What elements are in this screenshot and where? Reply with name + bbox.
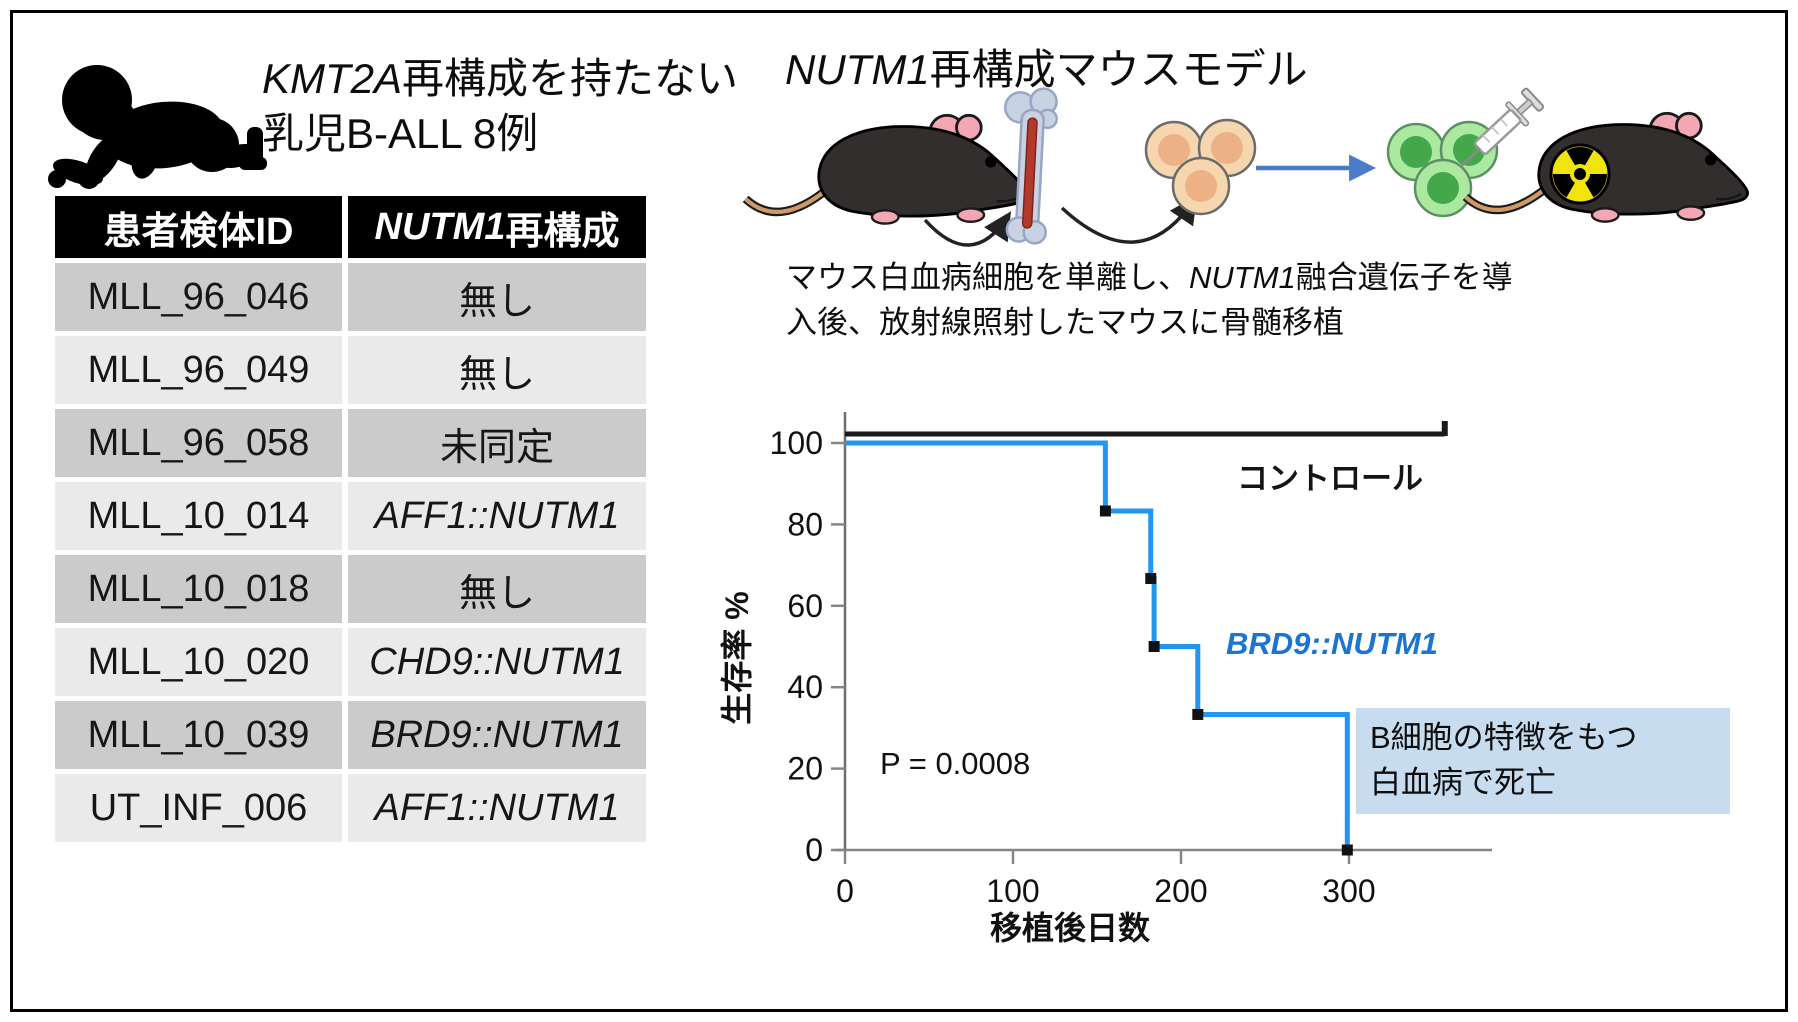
gene-kmt2a: KMT2A: [262, 55, 403, 102]
x-tick-label: 300: [1322, 873, 1375, 909]
survival-chart: 0 20 40 60 80 100 0 100 200 300: [770, 412, 1492, 909]
model-caption: マウス白血病細胞を単離し、NUTM1融合遺伝子を導 入後、放射線照射したマウスに…: [786, 260, 1513, 340]
y-tick-label: 60: [787, 588, 823, 624]
event-marker: [1192, 708, 1204, 720]
legend-brd9-nutm1: BRD9::NUTM1: [1226, 626, 1438, 661]
y-axis-title: 生存率 %: [719, 591, 755, 725]
syringe-icon: [1459, 87, 1545, 168]
table-cell-fusion: 無し: [348, 336, 646, 404]
table-header-fusion: NUTM1 再構成: [348, 196, 646, 258]
table-cell-fusion: AFF1::NUTM1: [348, 774, 646, 842]
table-cell-fusion: 無し: [348, 263, 646, 331]
table-cell-id: MLL_96_058: [55, 409, 342, 477]
censor-mark: [1441, 421, 1448, 436]
mouse-model-diagram: [700, 87, 1798, 247]
x-axis-title: 移植後日数: [989, 910, 1150, 946]
table-cell-fusion: CHD9::NUTM1: [348, 628, 646, 696]
donor-mouse-icon: [746, 115, 1028, 223]
table-cell-fusion: AFF1::NUTM1: [348, 482, 646, 550]
leukemia-cells-icon: [1144, 118, 1257, 216]
y-tick-label: 20: [787, 751, 823, 787]
table-cell-id: MLL_96_046: [55, 263, 342, 331]
death-annotation: B細胞の特徴をもつ 白血病で死亡: [1356, 708, 1730, 814]
arrow-mouse-to-bone: [923, 211, 1012, 247]
baby-icon: [48, 65, 267, 189]
x-tick-label: 100: [986, 873, 1039, 909]
y-tick-label: 0: [805, 832, 823, 868]
table-header-id: 患者検体ID: [55, 196, 342, 258]
table-cell-fusion: BRD9::NUTM1: [348, 701, 646, 769]
left-title-line2: 乳児B-ALL 8例: [262, 109, 539, 157]
y-tick-label: 40: [787, 669, 823, 705]
event-marker: [1145, 573, 1157, 585]
left-panel-title: KMT2A再構成を持たない 乳児B-ALL 8例: [262, 55, 739, 157]
table-cell-id: MLL_10_039: [55, 701, 342, 769]
legend-control: コントロール: [1237, 461, 1423, 496]
table-cell-id: MLL_10_014: [55, 482, 342, 550]
p-value-label: P = 0.0008: [880, 746, 1031, 781]
y-tick-label: 80: [787, 506, 823, 542]
table-cell-id: MLL_10_018: [55, 555, 342, 623]
table-cell-id: MLL_10_020: [55, 628, 342, 696]
y-tick-label: 100: [770, 425, 823, 461]
event-marker: [1148, 641, 1160, 652]
x-tick-label: 200: [1154, 873, 1207, 909]
table-cell-fusion: 未同定: [348, 409, 646, 477]
gene-nutm1: NUTM1: [785, 46, 930, 93]
bone-icon: [1004, 87, 1058, 245]
table-cell-id: UT_INF_006: [55, 774, 342, 842]
table-cell-fusion: 無し: [348, 555, 646, 623]
gene-nutm1-caption: NUTM1: [1189, 260, 1296, 295]
patient-table: 患者検体ID NUTM1 再構成 MLL_96_046 無し MLL_96_049 無し…: [55, 196, 646, 842]
table-cell-id: MLL_96_049: [55, 336, 342, 404]
mouse-model-title: NUTM1再構成マウスモデル: [785, 46, 1308, 93]
x-tick-label: 0: [836, 873, 854, 909]
event-marker: [1341, 844, 1353, 856]
arrow-bone-to-cells: [1060, 195, 1198, 244]
event-marker: [1099, 505, 1111, 517]
radiation-symbol-icon: [1549, 143, 1611, 205]
